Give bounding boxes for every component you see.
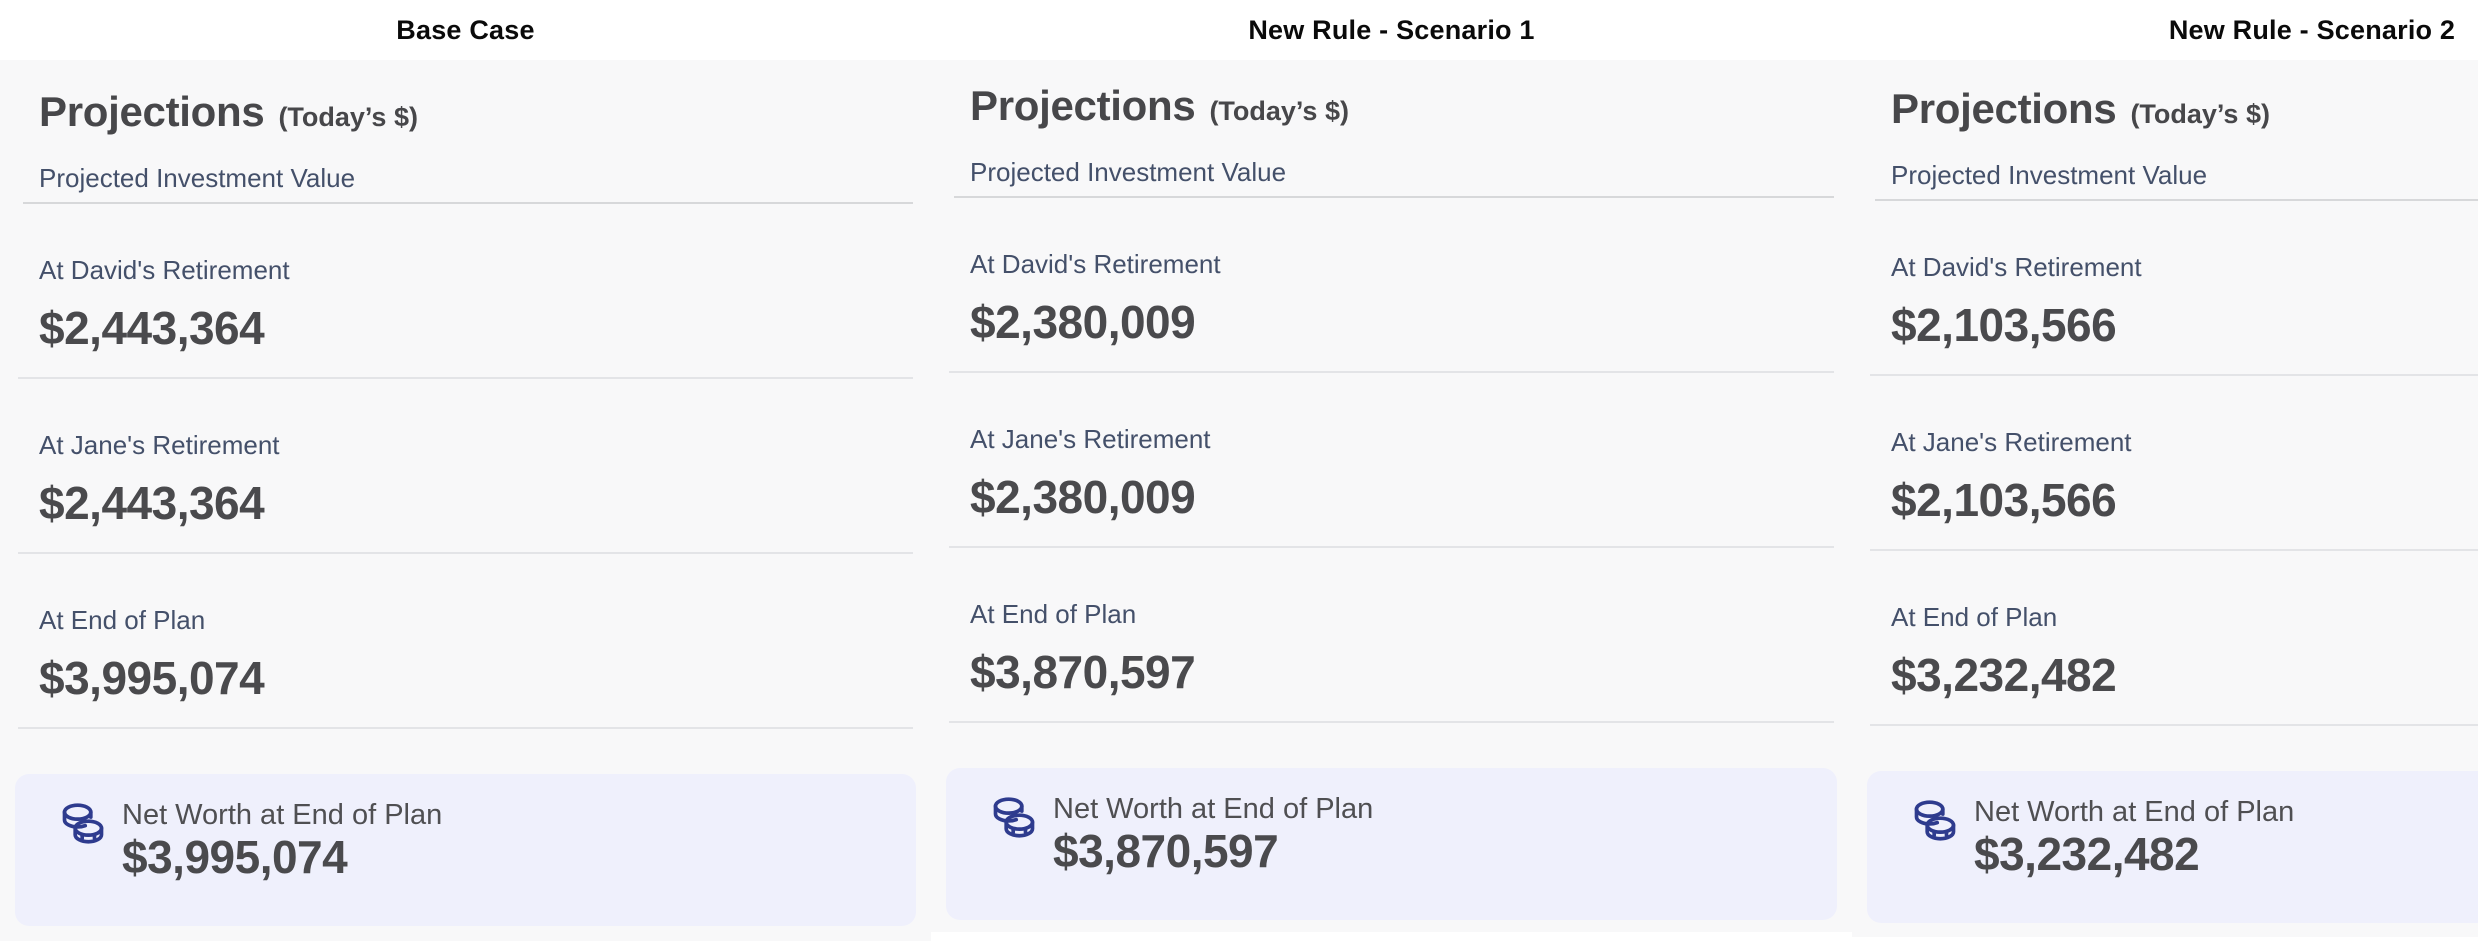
metric-row: At End of Plan $3,232,482 bbox=[1870, 551, 2478, 726]
metric-value: $3,995,074 bbox=[39, 652, 265, 704]
divider bbox=[954, 196, 1834, 198]
metric-label: At Jane's Retirement bbox=[39, 430, 280, 460]
metric-label: At Jane's Retirement bbox=[970, 424, 1211, 454]
metric-label: At David's Retirement bbox=[970, 249, 1221, 279]
card-title: Projections bbox=[39, 88, 265, 135]
section-subtitle: Projected Investment Value bbox=[1891, 160, 2208, 190]
metric-label: At End of Plan bbox=[39, 605, 206, 635]
net-worth-text: Net Worth at End of Plan $3,232,482 bbox=[1974, 795, 2294, 877]
metric-label: At David's Retirement bbox=[39, 255, 290, 285]
section-subtitle: Projected Investment Value bbox=[39, 163, 356, 193]
card-title: Projections bbox=[970, 82, 1196, 129]
card-title-suffix: (Today’s $) bbox=[1209, 96, 1349, 126]
metric-value: $2,103,566 bbox=[1891, 299, 2117, 351]
net-worth-text: Net Worth at End of Plan $3,870,597 bbox=[1053, 792, 1373, 874]
metric-label: At Jane's Retirement bbox=[1891, 427, 2132, 457]
card-title-row: Projections (Today’s $) bbox=[1870, 85, 2478, 133]
scenario-header: New Rule - Scenario 1 bbox=[931, 0, 1852, 60]
card-title-row: Projections (Today’s $) bbox=[949, 82, 1834, 130]
projections-card: Projections (Today’s $) Projected Invest… bbox=[931, 60, 1852, 932]
coins-icon bbox=[60, 799, 106, 850]
card-title: Projections bbox=[1891, 85, 2117, 132]
net-worth-highlight: Net Worth at End of Plan $3,870,597 bbox=[946, 768, 1837, 920]
metric-row: At David's Retirement $2,443,364 bbox=[18, 204, 913, 379]
card-title-suffix: (Today’s $) bbox=[278, 102, 418, 132]
scenario-column-scenario-2: New Rule - Scenario 2 Projections (Today… bbox=[1852, 0, 2478, 941]
net-worth-value: $3,995,074 bbox=[122, 831, 348, 883]
metric-value: $2,103,566 bbox=[1891, 474, 2117, 526]
metric-value: $3,232,482 bbox=[1891, 649, 2117, 701]
metric-label: At End of Plan bbox=[1891, 602, 2058, 632]
metric-value: $2,380,009 bbox=[970, 471, 1196, 523]
card-title-suffix: (Today’s $) bbox=[2130, 99, 2270, 129]
metric-row: At David's Retirement $2,103,566 bbox=[1870, 201, 2478, 376]
net-worth-label: Net Worth at End of Plan bbox=[1053, 793, 1374, 825]
metric-value: $2,380,009 bbox=[970, 296, 1196, 348]
net-worth-label: Net Worth at End of Plan bbox=[122, 799, 443, 831]
metric-row: At Jane's Retirement $2,443,364 bbox=[18, 379, 913, 554]
net-worth-value: $3,232,482 bbox=[1974, 828, 2200, 880]
net-worth-highlight: Net Worth at End of Plan $3,232,482 bbox=[1867, 771, 2478, 923]
scenario-column-scenario-1: New Rule - Scenario 1 Projections (Today… bbox=[931, 0, 1852, 941]
metric-label: At End of Plan bbox=[970, 599, 1137, 629]
net-worth-label: Net Worth at End of Plan bbox=[1974, 796, 2295, 828]
card-title-row: Projections (Today’s $) bbox=[18, 88, 913, 136]
metric-value: $2,443,364 bbox=[39, 302, 265, 354]
section-subtitle: Projected Investment Value bbox=[970, 157, 1287, 187]
divider bbox=[23, 202, 913, 204]
scenario-header: New Rule - Scenario 2 bbox=[1852, 0, 2478, 60]
metric-row: At Jane's Retirement $2,103,566 bbox=[1870, 376, 2478, 551]
divider bbox=[1875, 199, 2478, 201]
net-worth-value: $3,870,597 bbox=[1053, 825, 1279, 877]
projections-card: Projections (Today’s $) Projected Invest… bbox=[0, 60, 931, 941]
coins-icon bbox=[991, 793, 1037, 844]
scenario-header: Base Case bbox=[0, 0, 931, 60]
net-worth-highlight: Net Worth at End of Plan $3,995,074 bbox=[15, 774, 916, 926]
metric-value: $3,870,597 bbox=[970, 646, 1196, 698]
metric-row: At Jane's Retirement $2,380,009 bbox=[949, 373, 1834, 548]
metric-value: $2,443,364 bbox=[39, 477, 265, 529]
metric-row: At David's Retirement $2,380,009 bbox=[949, 198, 1834, 373]
scenario-column-base-case: Base Case Projections (Today’s $) Projec… bbox=[0, 0, 931, 941]
projections-card: Projections (Today’s $) Projected Invest… bbox=[1852, 60, 2478, 937]
coins-icon bbox=[1912, 796, 1958, 847]
metric-row: At End of Plan $3,870,597 bbox=[949, 548, 1834, 723]
metric-label: At David's Retirement bbox=[1891, 252, 2142, 282]
metric-row: At End of Plan $3,995,074 bbox=[18, 554, 913, 729]
net-worth-text: Net Worth at End of Plan $3,995,074 bbox=[122, 798, 442, 880]
